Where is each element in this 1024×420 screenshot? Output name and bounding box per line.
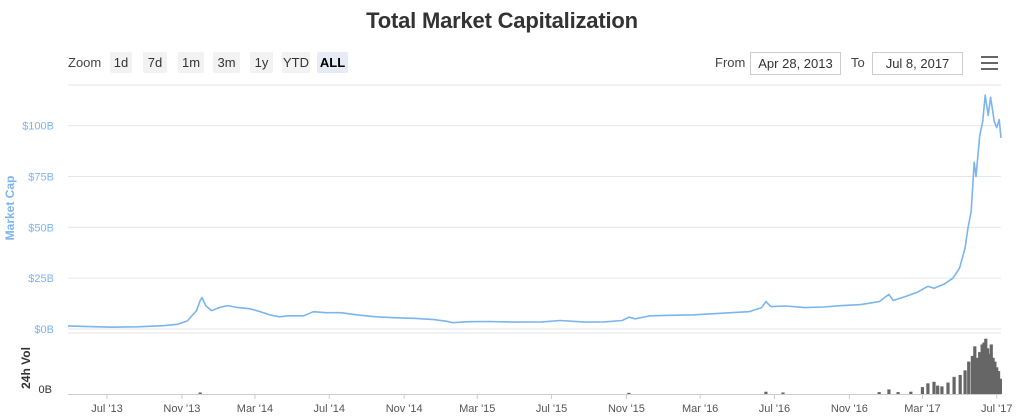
y-tick-label: $75B xyxy=(28,172,54,184)
grid-lines xyxy=(68,84,1001,395)
volume-bar xyxy=(946,382,950,394)
zoom-ytd-button[interactable]: YTD xyxy=(282,52,310,73)
volume-bar xyxy=(987,353,992,394)
zoom-1y-button[interactable]: 1y xyxy=(250,52,273,73)
x-tick-label: Jul '13 xyxy=(91,403,122,415)
volume-bars xyxy=(198,338,1002,394)
volume-bar xyxy=(952,376,956,394)
volume-bar xyxy=(940,386,944,394)
volume-axis-title: 24h Vol xyxy=(19,347,33,389)
volume-bar xyxy=(932,381,936,394)
volume-bar xyxy=(920,387,925,394)
x-tick-label: Nov '14 xyxy=(386,403,423,415)
series-lines xyxy=(67,94,1002,329)
volume-bar xyxy=(996,371,1001,394)
volume-bar xyxy=(995,367,999,394)
from-date-input[interactable]: Apr 28, 2013 xyxy=(750,52,841,75)
volume-bar xyxy=(975,357,979,394)
volume-bar xyxy=(993,361,997,394)
volume-bar xyxy=(958,374,962,394)
x-tick-label: Jul '16 xyxy=(759,403,790,415)
volume-bar xyxy=(998,378,1002,394)
volume-bar xyxy=(926,383,930,394)
volume-bar xyxy=(978,352,982,394)
zoom-1m-button[interactable]: 1m xyxy=(178,52,204,73)
x-tick-label: Nov '13 xyxy=(163,403,200,415)
chart-title: Total Market Capitalization xyxy=(366,8,638,33)
volume-bar xyxy=(967,361,971,394)
x-tick-label: Mar '17 xyxy=(904,403,940,415)
y-tick-label: $25B xyxy=(28,273,54,285)
volume-bar xyxy=(982,342,986,394)
to-label: To xyxy=(851,55,865,70)
market-cap-series-line xyxy=(67,94,1002,329)
x-tick-label: Mar '14 xyxy=(237,403,273,415)
zoom-all-button[interactable]: ALL xyxy=(317,52,348,73)
volume-bar xyxy=(980,344,984,394)
volume-bar xyxy=(877,392,881,394)
zoom-label: Zoom xyxy=(68,55,102,70)
zoom-1d-button[interactable]: 1d xyxy=(110,52,132,73)
volume-tick-label: 0B xyxy=(39,384,52,396)
volume-bar xyxy=(764,391,768,394)
y-tick-label: $100B xyxy=(22,121,54,133)
volume-bar xyxy=(973,346,977,394)
x-tick-label: Nov '15 xyxy=(608,403,645,415)
volume-bar xyxy=(986,348,990,394)
y-tick-label: $0B xyxy=(34,324,54,336)
volume-bar xyxy=(896,392,900,394)
axes: $0B $25B $50B $75B $100B Market Cap 24h Vol 0B J… xyxy=(3,121,1012,415)
volume-bar xyxy=(198,392,202,394)
volume-bar xyxy=(970,355,974,394)
volume-bar xyxy=(963,370,967,394)
x-tick-label: Nov '16 xyxy=(831,403,868,415)
x-tick-label: Jul '17 xyxy=(981,403,1012,415)
zoom-3m-button[interactable]: 3m xyxy=(213,52,240,73)
volume-bar xyxy=(887,389,891,394)
volume-bar xyxy=(989,344,993,394)
x-tick-label: Jul '15 xyxy=(536,403,567,415)
from-label: From xyxy=(715,55,746,70)
volume-bar xyxy=(627,392,631,394)
volume-bar xyxy=(936,385,940,394)
x-tick-label: Mar '15 xyxy=(459,403,495,415)
zoom-7d-button[interactable]: 7d xyxy=(143,52,167,73)
volume-bar xyxy=(781,392,785,394)
to-date-input[interactable]: Jul 8, 2017 xyxy=(872,52,963,75)
y-tick-label: $50B xyxy=(28,222,54,234)
volume-bar xyxy=(909,391,913,394)
x-tick-label: Mar '16 xyxy=(682,403,718,415)
x-tick-label: Jul '14 xyxy=(314,403,345,415)
context-menu-icon[interactable] xyxy=(981,56,998,70)
volume-bar xyxy=(991,357,995,394)
y-axis-title: Market Cap xyxy=(3,176,17,241)
volume-bar xyxy=(984,338,988,394)
